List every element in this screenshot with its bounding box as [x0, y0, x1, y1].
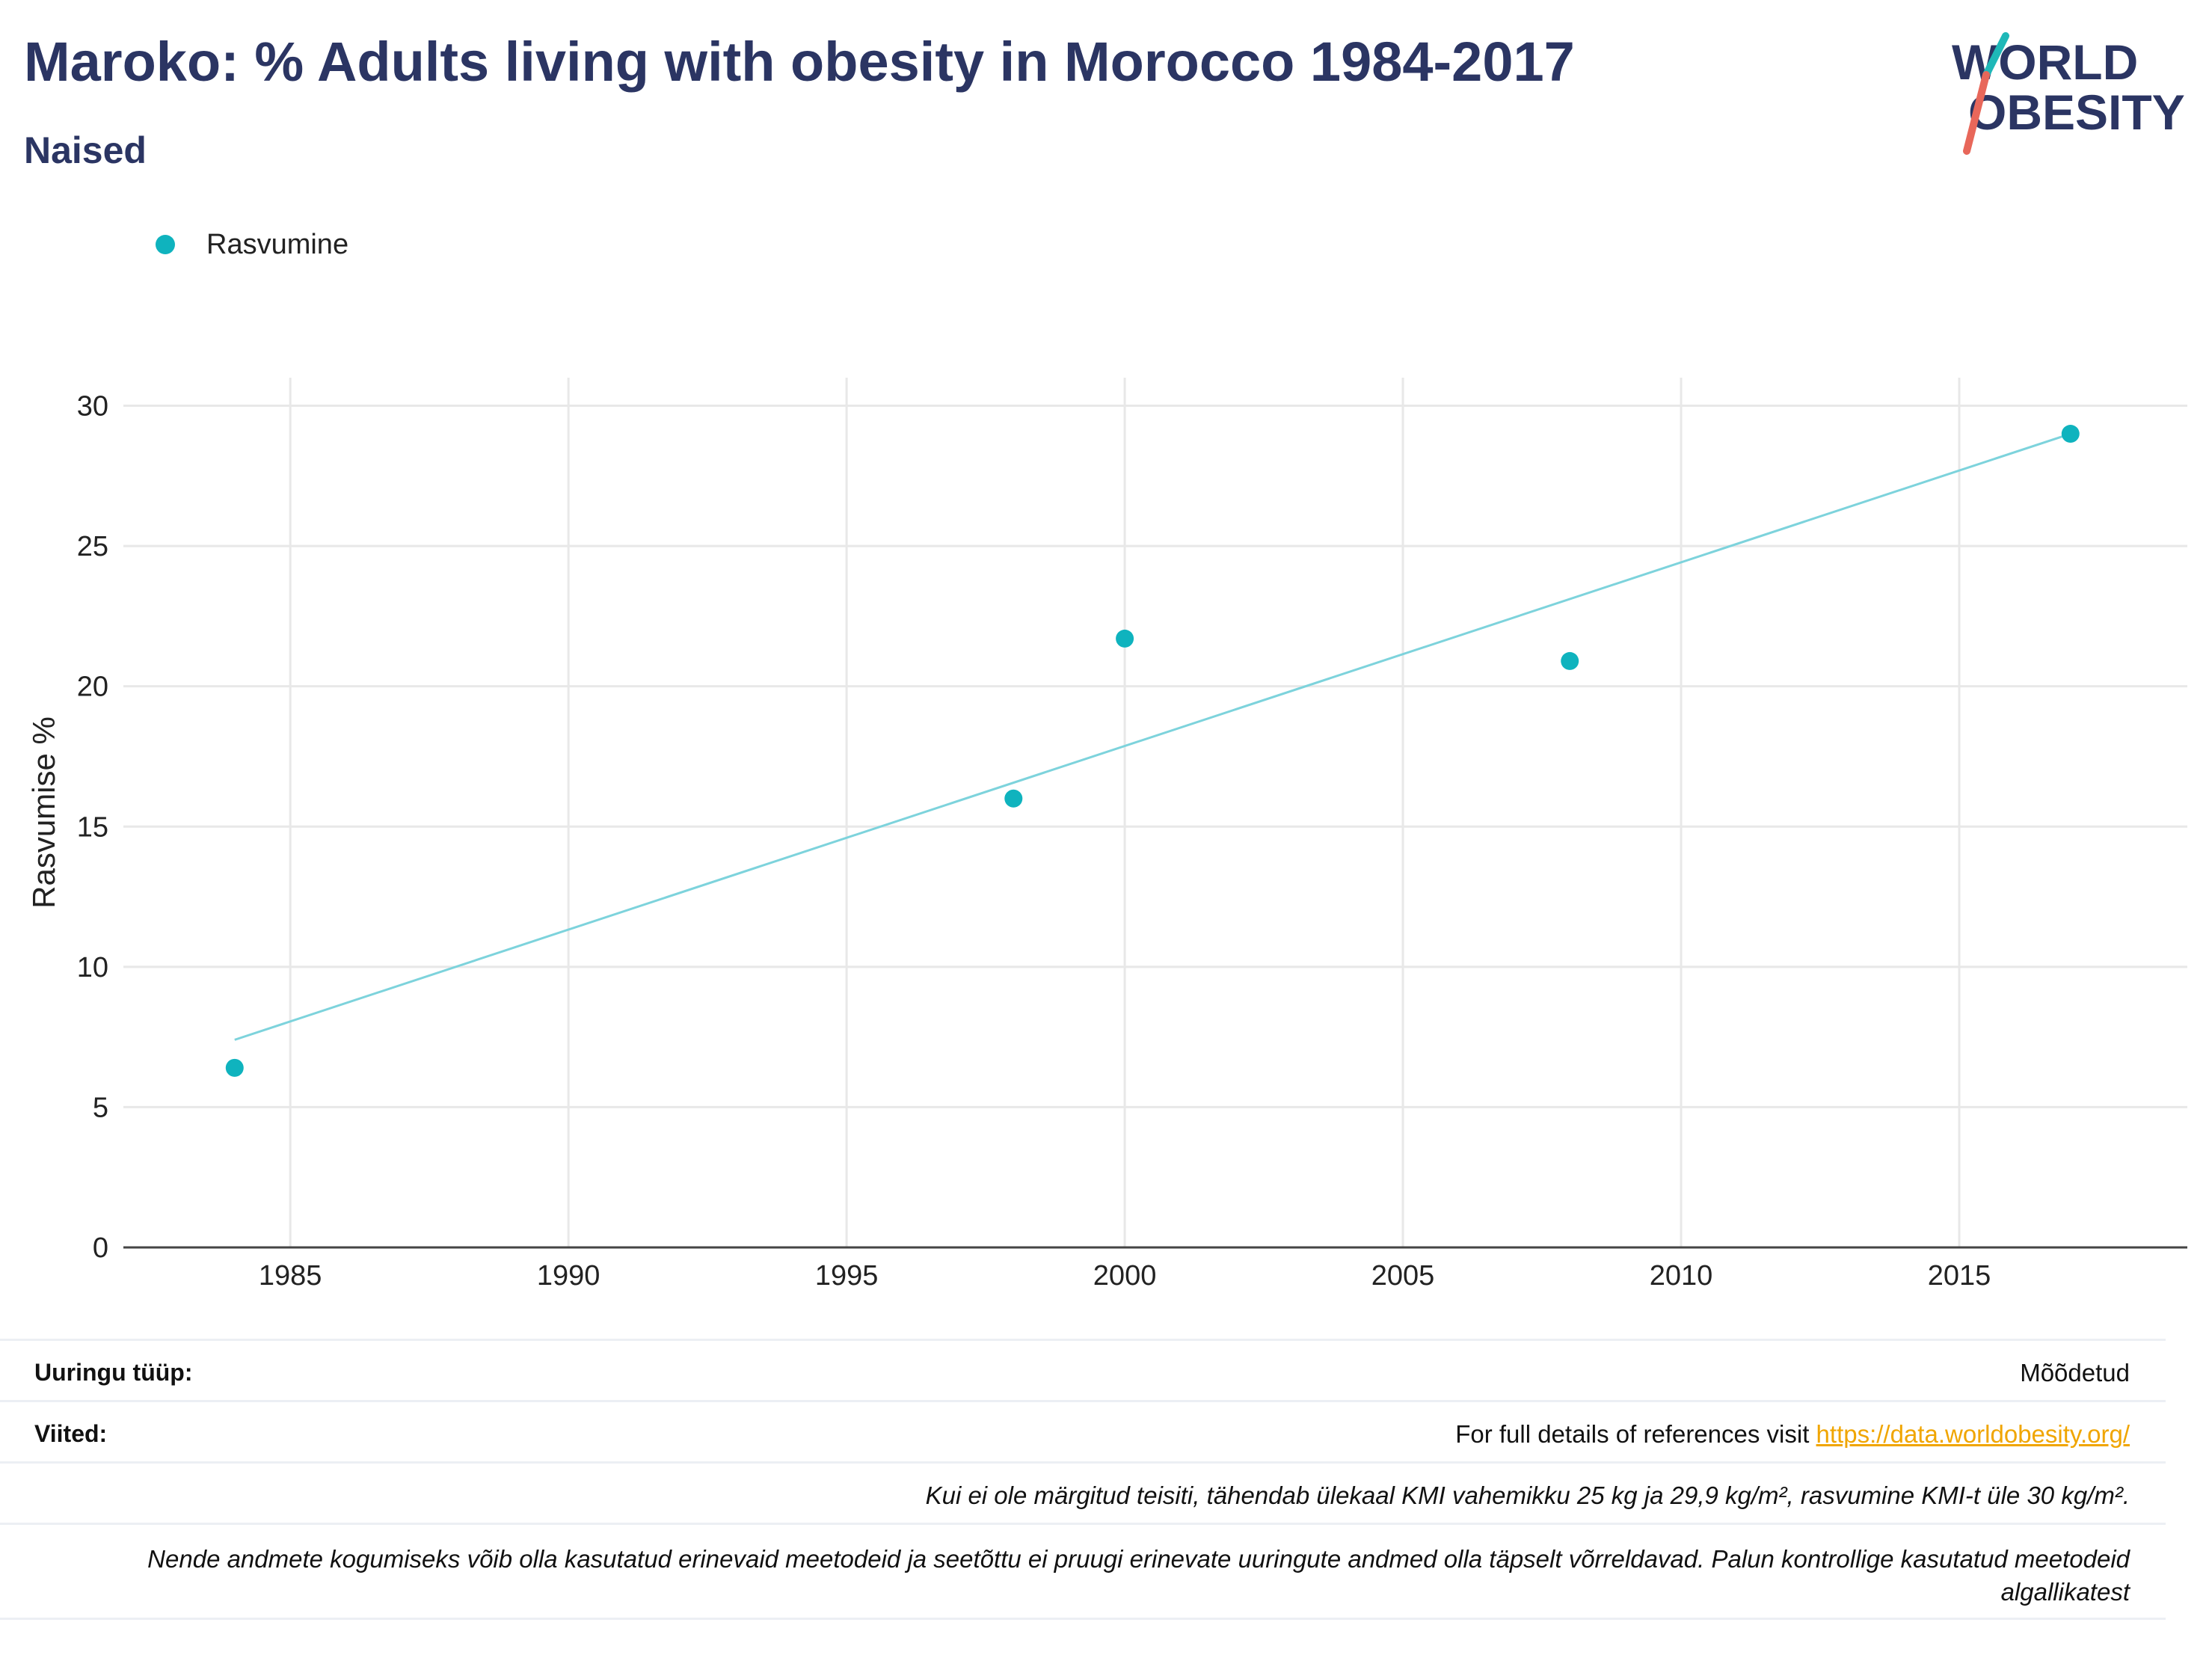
logo-slash-bottom — [1963, 71, 1990, 155]
data-point — [1004, 789, 1023, 808]
references-text: For full details of references visit — [1455, 1420, 1816, 1448]
y-axis-label: Rasvumise % — [26, 716, 61, 909]
survey-type-value: Mõõdetud — [2020, 1359, 2130, 1387]
trend-line — [234, 432, 2071, 1041]
y-tick-label: 10 — [77, 952, 108, 983]
scatter-chart: 1985 1990 1995 2000 2005 2010 2015 0 5 10 15 20 25 30… — [26, 378, 2187, 1286]
x-tick-label: 1985 — [259, 1260, 322, 1286]
y-tick-label: 15 — [77, 811, 108, 843]
logo-slash-top — [1982, 32, 2009, 79]
y-tick-label: 5 — [93, 1092, 108, 1123]
methods-note-line1: Nende andmete kogumiseks võib olla kasut… — [147, 1545, 2130, 1573]
y-tick-label: 25 — [77, 531, 108, 562]
y-tick-label: 0 — [93, 1232, 108, 1264]
chart-subtitle: Naised — [24, 129, 147, 171]
data-point — [1561, 651, 1579, 670]
data-point — [2061, 425, 2080, 443]
survey-type-label: Uuringu tüüp: — [34, 1359, 193, 1386]
references-value: For full details of references visit htt… — [1455, 1420, 2130, 1449]
data-point — [225, 1058, 244, 1077]
data-point — [1116, 629, 1134, 648]
note1-row: Kui ei ole märgitud teisiti, tähendab ül… — [0, 1461, 2166, 1525]
references-link[interactable]: https://data.worldobesity.org/ — [1816, 1420, 2130, 1448]
legend[interactable]: Rasvumine — [156, 226, 348, 263]
survey-type-row: Uuringu tüüp: Mõõdetud — [0, 1339, 2166, 1402]
x-tick-label: 1990 — [537, 1260, 600, 1286]
x-tick-label: 2000 — [1093, 1260, 1157, 1286]
y-tick-label: 30 — [77, 391, 108, 423]
methods-note-line2: algallikatest — [2000, 1578, 2130, 1606]
logo-line2: OBESITY — [1968, 85, 2185, 140]
legend-marker — [156, 235, 175, 254]
note2-row: Nende andmete kogumiseks võib olla kasut… — [0, 1523, 2166, 1620]
x-tick-label: 2005 — [1371, 1260, 1435, 1286]
world-obesity-logo: WORLD OBESITY — [1952, 32, 2185, 155]
methods-note: Nende andmete kogumiseks võib olla kasut… — [147, 1543, 2130, 1609]
x-tick-label: 2010 — [1650, 1260, 1713, 1286]
x-tick-label: 2015 — [1928, 1260, 1991, 1286]
references-row: Viited: For full details of references v… — [0, 1400, 2166, 1464]
definition-note: Kui ei ole märgitud teisiti, tähendab ül… — [925, 1481, 2130, 1509]
references-label: Viited: — [34, 1420, 108, 1447]
chart-title: Maroko: % Adults living with obesity in … — [24, 31, 1575, 93]
x-tick-label: 1995 — [815, 1260, 879, 1286]
y-tick-label: 20 — [77, 672, 108, 703]
legend-label: Rasvumine — [206, 228, 349, 260]
